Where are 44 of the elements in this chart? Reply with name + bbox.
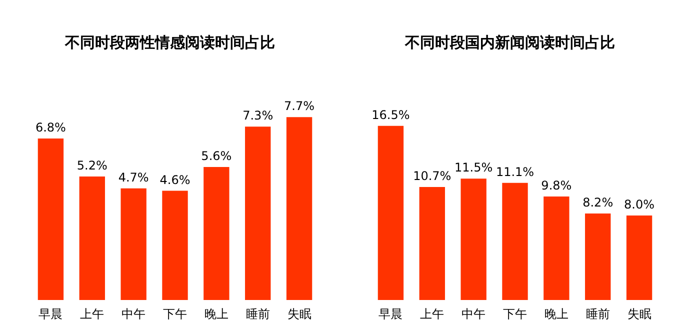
- bar: [585, 213, 611, 300]
- bar: [419, 187, 445, 300]
- bar: [245, 126, 271, 300]
- data-label: 7.3%: [242, 108, 274, 123]
- x-tick-label: 晚上: [544, 307, 568, 321]
- bar: [502, 182, 528, 300]
- x-tick-label: 上午: [80, 307, 104, 321]
- data-label: 11.5%: [454, 160, 493, 175]
- data-label: 8.2%: [582, 195, 614, 210]
- chart-title: 不同时段国内新闻阅读时间占比: [404, 34, 615, 52]
- bar: [79, 176, 105, 300]
- bar: [286, 117, 312, 300]
- x-tick-label: 下午: [163, 307, 187, 321]
- data-label: 8.0%: [624, 198, 655, 212]
- x-tick-label: 下午: [503, 307, 527, 321]
- x-tick-label: 上午: [420, 307, 444, 321]
- data-label: 11.1%: [496, 164, 534, 179]
- bar: [204, 167, 230, 300]
- x-tick-label: 失眠: [627, 307, 652, 321]
- x-tick-label: 晚上: [204, 307, 228, 321]
- bar: [378, 126, 404, 300]
- bar: [626, 216, 652, 300]
- x-tick-label: 早晨: [378, 307, 403, 321]
- bar: [162, 190, 188, 300]
- x-tick-label: 早晨: [38, 307, 63, 321]
- bar: [544, 196, 570, 300]
- data-label: 9.8%: [541, 178, 572, 193]
- data-label: 4.7%: [118, 170, 149, 184]
- data-label: 10.7%: [413, 169, 452, 184]
- data-label: 16.5%: [372, 108, 410, 122]
- bar: [38, 138, 64, 300]
- data-label: 6.8%: [35, 120, 66, 134]
- bar: [120, 188, 146, 300]
- chart-title: 不同时段两性情感阅读时间占比: [64, 34, 275, 52]
- data-label: 5.6%: [201, 149, 232, 163]
- data-label: 5.2%: [76, 158, 108, 172]
- data-label: 4.6%: [160, 172, 190, 187]
- x-tick-label: 中午: [122, 307, 146, 321]
- x-tick-label: 中午: [462, 307, 486, 321]
- x-tick-label: 失眠: [287, 307, 312, 321]
- data-label: 7.7%: [284, 99, 315, 114]
- x-tick-label: 睡前: [246, 307, 270, 321]
- x-tick-label: 睡前: [586, 307, 610, 321]
- bar: [460, 178, 486, 300]
